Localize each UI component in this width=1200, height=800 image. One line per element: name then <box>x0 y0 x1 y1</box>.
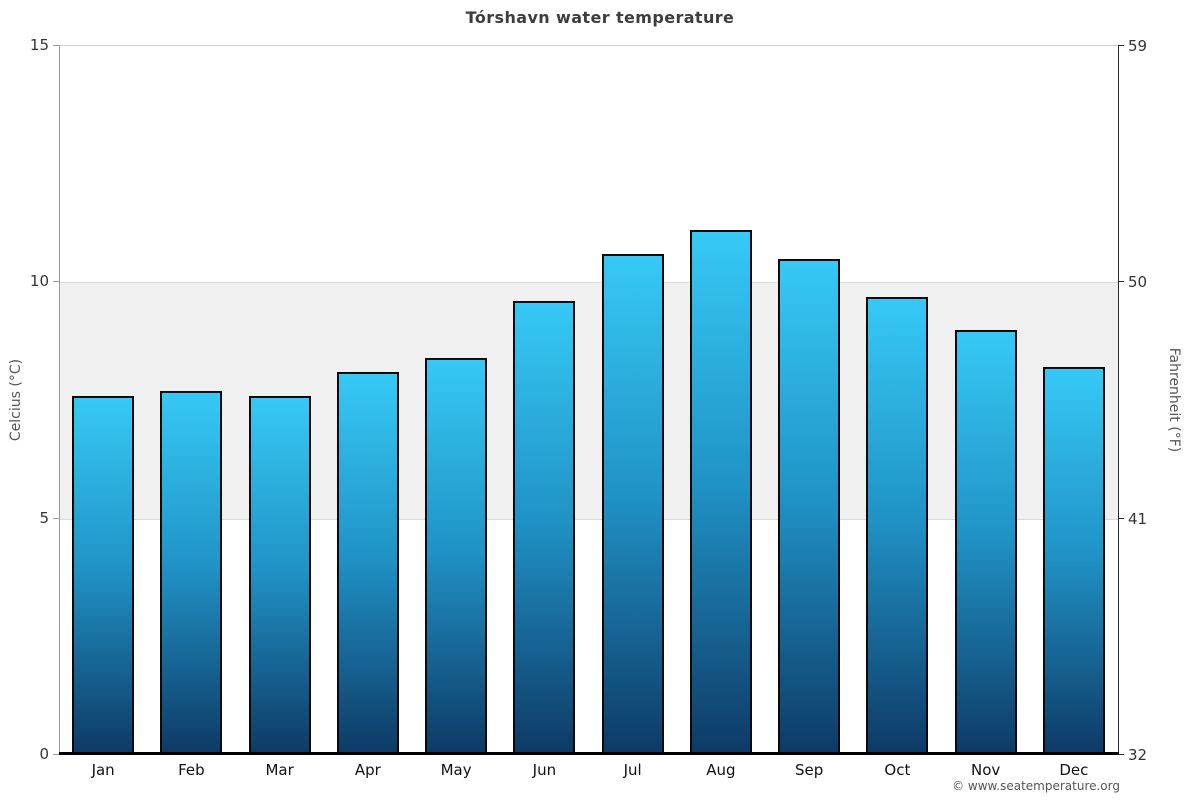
bar-jan <box>72 395 134 755</box>
bar-dec <box>1042 367 1105 755</box>
bar-mar <box>248 395 311 755</box>
fahrenheit-tick-label-50: 50 <box>1128 273 1148 291</box>
celsius-axis-title: Celcius (°C) <box>8 358 24 442</box>
gridline-10 <box>59 282 1118 283</box>
fahrenheit-tick-59 <box>1118 45 1124 46</box>
fahrenheit-tick-41 <box>1118 518 1124 519</box>
y-axis-left-line <box>59 45 60 754</box>
month-label-apr: Apr <box>354 761 381 779</box>
gridline-5 <box>59 519 1118 520</box>
month-label-feb: Feb <box>178 761 205 779</box>
copyright-credit: © www.seatemperature.org <box>952 779 1120 793</box>
fahrenheit-axis-title: Fahrenheit (°F) <box>1166 347 1182 453</box>
month-label-nov: Nov <box>970 761 1001 779</box>
month-label-jan: Jan <box>91 761 115 779</box>
bar-aug <box>689 230 752 755</box>
celsius-tick-label-15: 15 <box>29 36 49 54</box>
bar-jun <box>513 301 576 755</box>
bar-jul <box>601 253 664 755</box>
celsius-tick-10 <box>53 281 59 282</box>
month-label-jul: Jul <box>623 761 642 779</box>
fahrenheit-tick-label-32: 32 <box>1128 746 1148 764</box>
bar-sep <box>778 258 840 755</box>
celsius-tick-5 <box>53 518 59 519</box>
fahrenheit-tick-32 <box>1118 754 1124 755</box>
month-label-jun: Jun <box>532 761 557 779</box>
celsius-tick-label-5: 5 <box>39 509 49 527</box>
bar-nov <box>954 329 1017 755</box>
fahrenheit-tick-label-59: 59 <box>1128 37 1148 55</box>
celsius-tick-label-10: 10 <box>29 272 49 290</box>
shaded-band <box>59 282 1118 519</box>
x-axis-line <box>59 752 1119 755</box>
plot-area <box>59 45 1118 755</box>
bar-feb <box>160 391 223 755</box>
celsius-tick-15 <box>53 45 59 46</box>
bar-apr <box>336 372 399 755</box>
celsius-tick-0 <box>53 754 59 755</box>
celsius-tick-label-0: 0 <box>39 745 49 763</box>
month-label-sep: Sep <box>794 761 824 779</box>
month-label-mar: Mar <box>265 761 294 779</box>
month-label-oct: Oct <box>884 761 911 779</box>
chart-title: Tórshavn water temperature <box>465 8 735 27</box>
y-axis-right-line <box>1118 45 1119 754</box>
fahrenheit-tick-label-41: 41 <box>1128 510 1148 528</box>
fahrenheit-tick-50 <box>1118 281 1124 282</box>
month-label-aug: Aug <box>706 761 736 779</box>
bar-may <box>425 357 487 755</box>
month-label-may: May <box>440 761 472 779</box>
month-label-dec: Dec <box>1059 761 1089 779</box>
bar-oct <box>866 296 929 755</box>
